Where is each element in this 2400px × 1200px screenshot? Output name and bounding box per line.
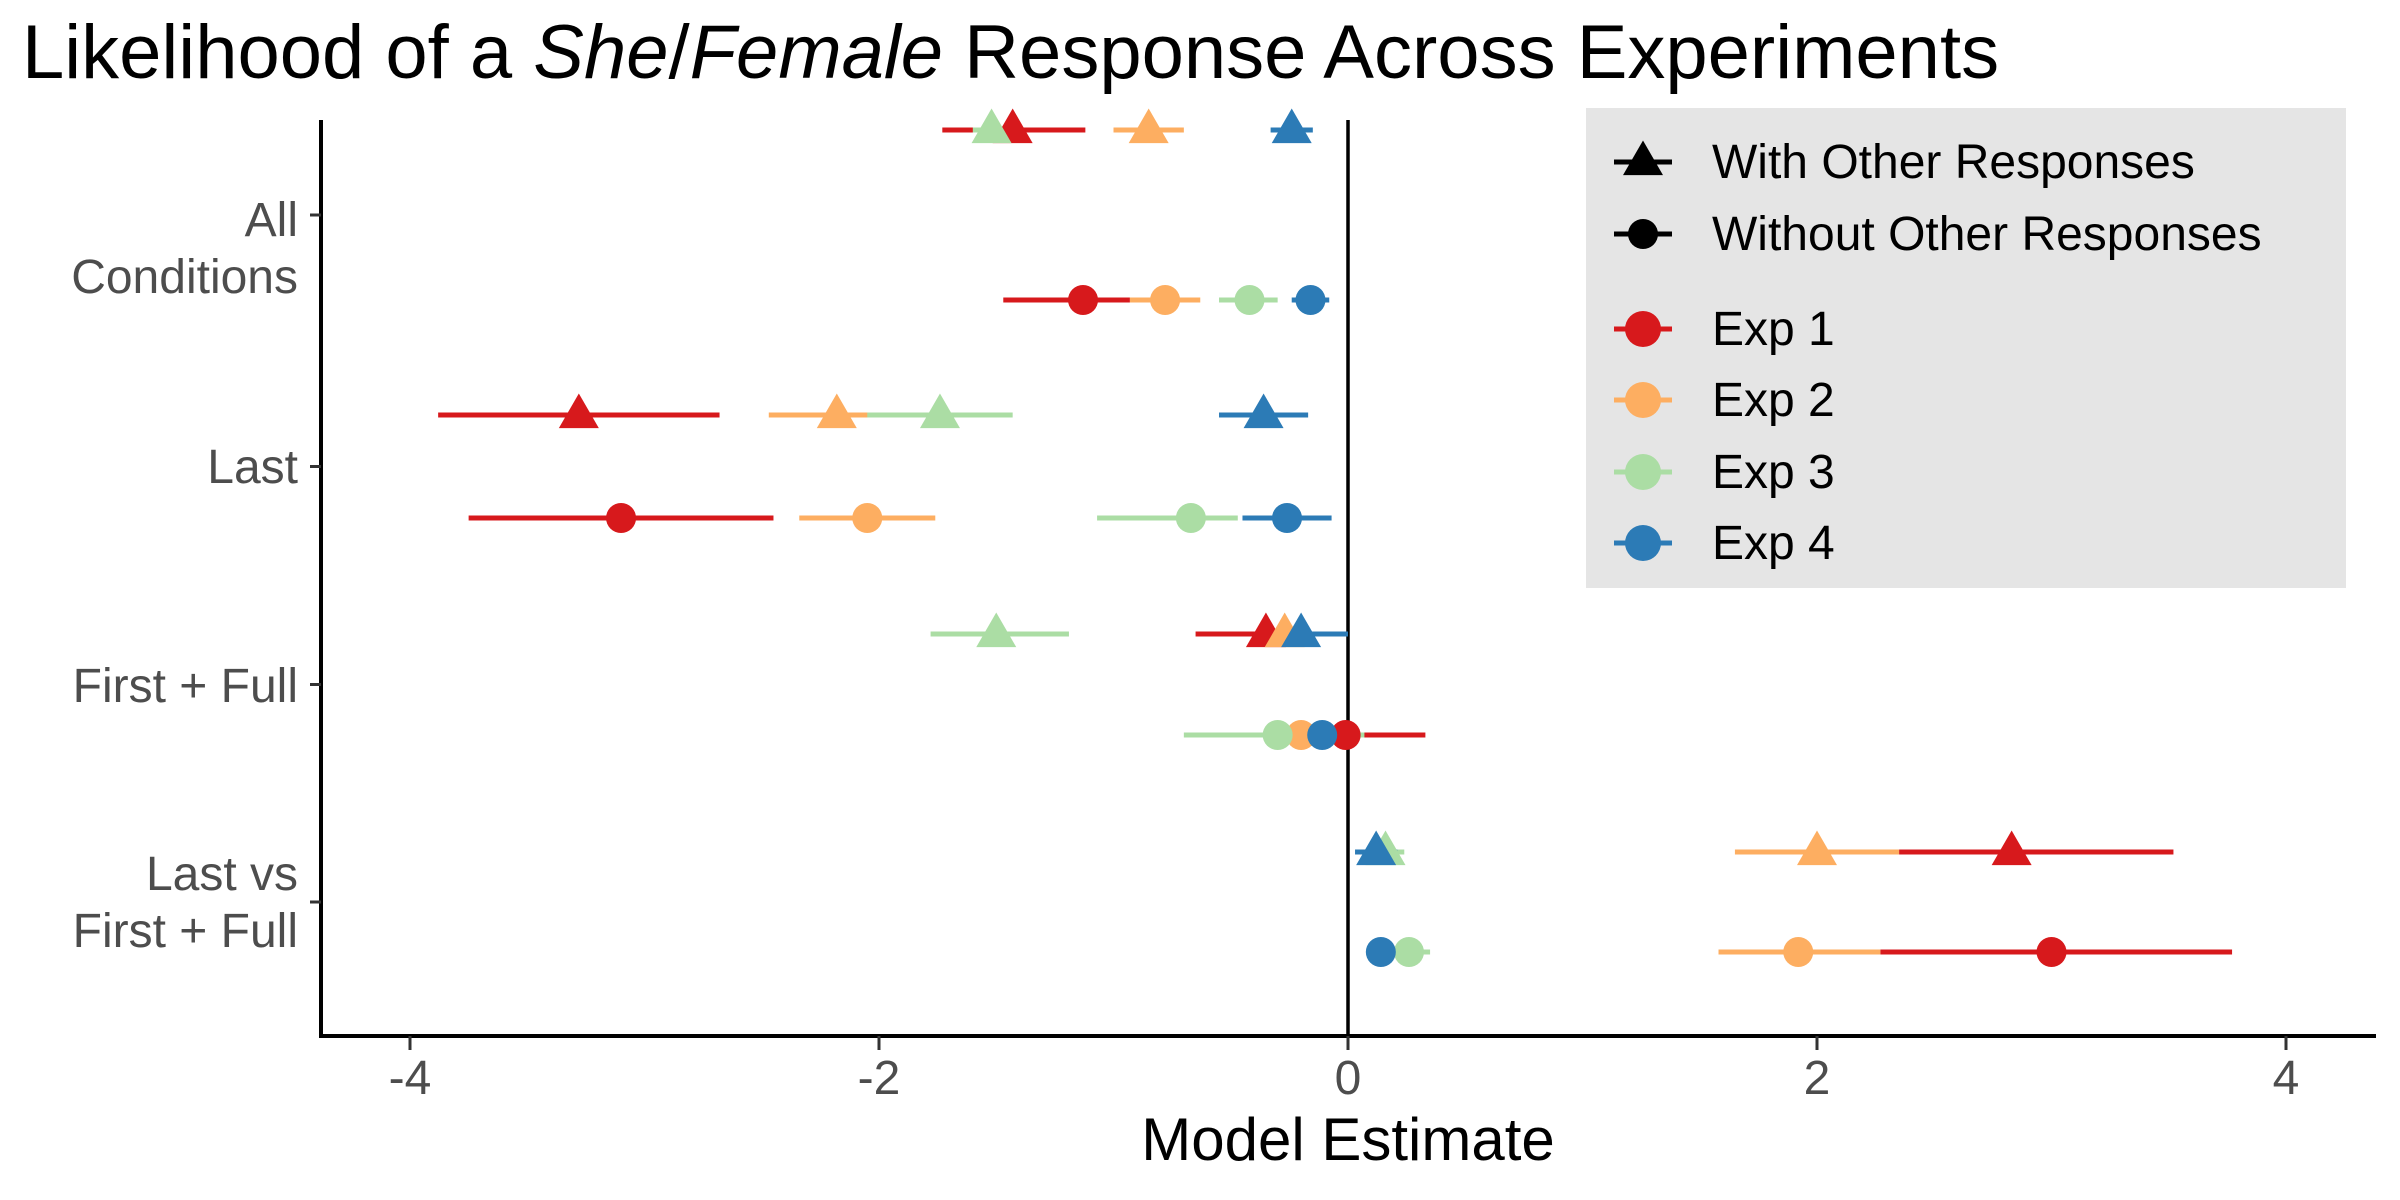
legend-circle-icon — [1628, 219, 1658, 249]
circle-point — [1783, 937, 1814, 967]
triangle-point — [1797, 830, 1837, 866]
triangle-point — [1128, 108, 1169, 144]
circle-point — [852, 503, 883, 533]
triangle-point — [816, 393, 857, 429]
circle-point — [1262, 720, 1293, 750]
circle-point — [1365, 937, 1396, 967]
circle-point — [1286, 720, 1317, 750]
x-tick-label: -2 — [858, 1052, 901, 1105]
legend-color-swatch — [1625, 525, 1661, 561]
data-marks — [438, 108, 2233, 967]
legend-color-swatch — [1625, 454, 1661, 490]
y-group-label: Last — [207, 441, 298, 494]
legend-label: Exp 3 — [1712, 446, 1835, 499]
triangle-point — [919, 393, 960, 429]
title-she: She — [533, 10, 668, 95]
x-axis-ticks: -4 -2 0 2 4 — [389, 1036, 2300, 1105]
y-group-label: First + Full — [73, 905, 298, 958]
legend: With Other Responses Without Other Respon… — [1586, 108, 2346, 588]
legend-label: Exp 4 — [1712, 517, 1835, 570]
legend-background — [1586, 108, 2346, 588]
triangle-point — [558, 393, 599, 429]
title-suffix: Response Across Experiments — [943, 10, 1999, 95]
x-axis-label: Model Estimate — [1141, 1106, 1555, 1173]
triangle-point — [971, 108, 1012, 144]
triangle-point — [1991, 830, 2032, 866]
circle-point — [2036, 937, 2067, 967]
circle-point — [1234, 285, 1265, 315]
y-group-label: Last vs — [146, 848, 298, 901]
title-separator: / — [669, 10, 691, 95]
triangle-point — [1243, 393, 1284, 429]
circle-point — [1175, 503, 1206, 533]
x-tick-label: 4 — [2273, 1052, 2300, 1105]
circle-point — [1295, 285, 1326, 315]
circle-point — [1307, 720, 1338, 750]
legend-triangle-icon — [1623, 140, 1663, 176]
triangle-point — [1271, 108, 1312, 144]
triangle-point — [976, 612, 1017, 648]
x-tick-label: -4 — [389, 1052, 432, 1105]
x-tick-label: 0 — [1335, 1052, 1362, 1105]
circle-point — [1068, 285, 1099, 315]
circle-point — [606, 503, 637, 533]
circle-point — [1150, 285, 1181, 315]
y-group-label: Conditions — [71, 251, 298, 304]
legend-label: Exp 1 — [1712, 303, 1835, 356]
y-group-label: All — [245, 194, 298, 247]
title-female: Female — [690, 10, 943, 95]
y-group-label: First + Full — [73, 660, 298, 713]
chart-title: Likelihood of a She/Female Response Acro… — [22, 10, 1999, 95]
legend-color-swatch — [1625, 311, 1661, 347]
circle-point — [1393, 937, 1424, 967]
legend-label: Exp 2 — [1712, 374, 1835, 427]
x-tick-label: 2 — [1804, 1052, 1831, 1105]
circle-point — [1330, 720, 1361, 750]
circle-point — [1272, 503, 1303, 533]
legend-label: Without Other Responses — [1712, 208, 2262, 261]
legend-label: With Other Responses — [1712, 136, 2195, 189]
legend-color-swatch — [1625, 382, 1661, 418]
triangle-point — [1281, 612, 1322, 648]
title-prefix: Likelihood of a — [22, 10, 533, 95]
triangle-point — [1356, 830, 1397, 866]
